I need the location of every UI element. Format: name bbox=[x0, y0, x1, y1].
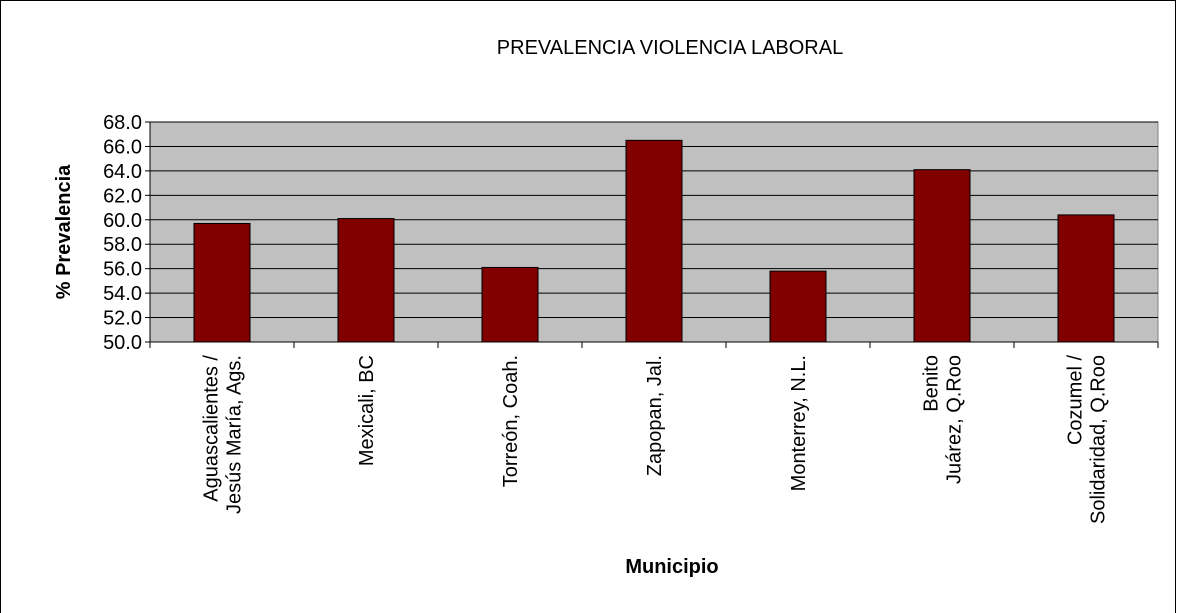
x-tick-label: Zapopan, Jal. bbox=[644, 355, 666, 476]
y-tick-label: 66.0 bbox=[103, 136, 142, 158]
y-tick-label: 64.0 bbox=[103, 161, 142, 183]
y-tick-label: 50.0 bbox=[103, 332, 142, 354]
bar bbox=[337, 218, 395, 343]
y-tick-label: 60.0 bbox=[103, 210, 142, 232]
x-tick-label: BenitoJuárez, Q.Roo bbox=[921, 355, 966, 484]
y-tick-label: 68.0 bbox=[103, 112, 142, 134]
x-tick-label: Aguascalientes /Jesús María, Ags. bbox=[201, 355, 246, 514]
bar bbox=[481, 266, 539, 343]
y-tick-label: 54.0 bbox=[103, 283, 142, 305]
bar bbox=[913, 169, 971, 343]
x-tick-label: Mexicali, BC bbox=[356, 355, 378, 466]
y-tick-label: 52.0 bbox=[103, 308, 142, 330]
y-tick-label: 62.0 bbox=[103, 185, 142, 207]
y-tick-label: 58.0 bbox=[103, 234, 142, 256]
x-tick-label: Cozumel /Solidaridad, Q.Roo bbox=[1065, 355, 1110, 524]
bar bbox=[769, 270, 827, 343]
x-axis-label: Municipio bbox=[625, 556, 718, 578]
bar bbox=[193, 222, 251, 343]
y-tick-label: 56.0 bbox=[103, 259, 142, 281]
bar bbox=[1057, 214, 1115, 343]
bar bbox=[625, 139, 683, 343]
x-tick-label: Monterrey, N.L. bbox=[788, 355, 810, 491]
y-axis-label: % Prevalencia bbox=[53, 164, 75, 299]
x-tick-label: Torreón, Coah. bbox=[500, 355, 522, 487]
chart-title: PREVALENCIA VIOLENCIA LABORAL bbox=[497, 37, 843, 59]
